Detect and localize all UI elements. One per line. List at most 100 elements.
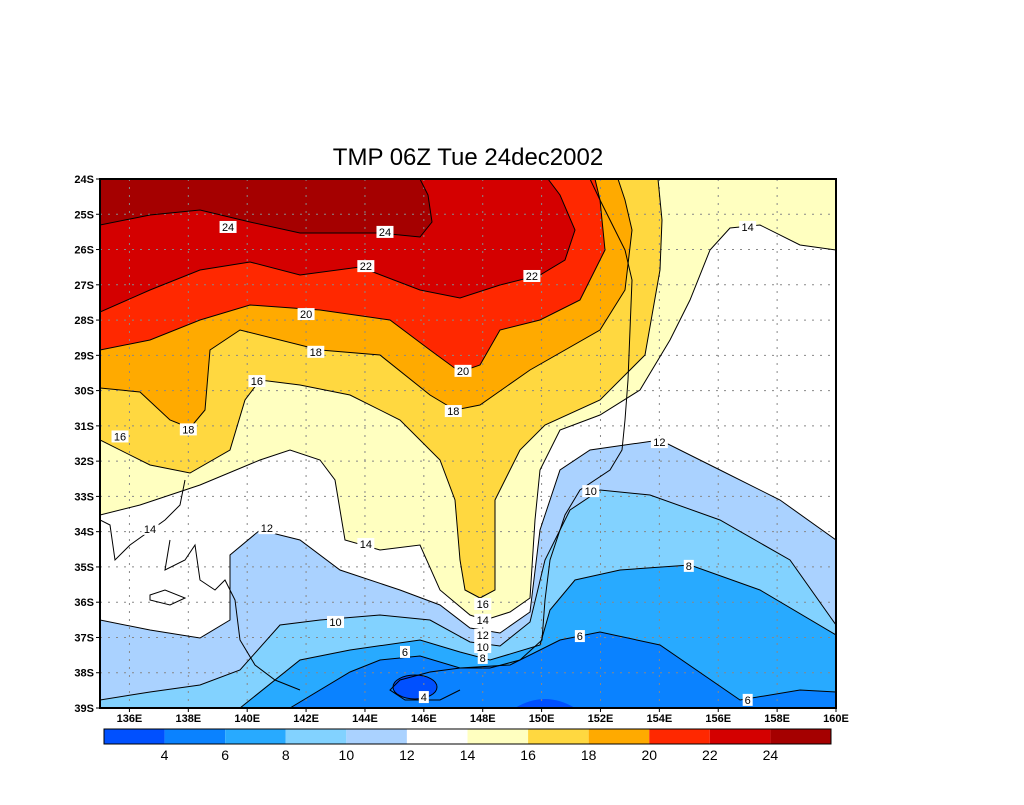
y-axis-ticks: 24S 25S 26S 27S 28S 29S 30S 31S 32S 33S 34S 35S 36S 3… <box>74 174 100 715</box>
contour-label: 22 <box>526 271 538 283</box>
contour-label: 8 <box>480 653 486 665</box>
contour-label-bg <box>258 522 276 535</box>
contour-label-bg <box>327 615 345 628</box>
colorbar-frame <box>103 728 832 745</box>
contour-label-bg <box>376 225 394 238</box>
contour-label: 16 <box>251 376 263 388</box>
x-tick-label: 136E <box>117 713 143 725</box>
x-tick-label: 156E <box>705 713 731 725</box>
contour-line <box>100 439 836 639</box>
contour-label: 4 <box>421 692 427 704</box>
contour-label-bg <box>357 538 375 551</box>
y-tick-label: 25S <box>74 209 94 221</box>
colorbar-swatch <box>406 729 468 744</box>
colorbar-swatch <box>164 729 226 744</box>
plot-frame <box>99 178 837 709</box>
colorbar: 4 6 8 10 12 14 16 18 20 22 24 <box>103 728 832 763</box>
y-tick-label: 34S <box>74 527 94 539</box>
contour-label-bg <box>523 269 541 282</box>
contour-label-bg <box>474 640 492 653</box>
y-tick-label: 30S <box>74 386 94 398</box>
colorbar-label: 6 <box>221 747 229 763</box>
coastline <box>100 179 633 701</box>
contour-line <box>100 179 433 238</box>
x-tick-label: 152E <box>588 713 614 725</box>
y-tick-label: 27S <box>74 280 94 292</box>
contour-label: 6 <box>745 695 751 707</box>
contour-label-bg <box>474 597 492 610</box>
x-tick-label: 148E <box>470 713 496 725</box>
contour-label: 10 <box>585 486 597 498</box>
contour-label-bg <box>418 691 429 704</box>
x-tick-label: 158E <box>764 713 790 725</box>
contour-label-bg <box>297 308 315 321</box>
y-tick-label: 29S <box>74 350 94 362</box>
contour-label-bg <box>650 436 668 449</box>
y-tick-label: 24S <box>74 174 94 186</box>
contour-label-bg <box>574 630 585 643</box>
colorbar-swatch <box>104 729 165 744</box>
colorbar-label: 8 <box>282 747 290 763</box>
colorbar-label: 16 <box>520 747 536 763</box>
y-tick-label: 28S <box>74 315 94 327</box>
colorbar-swatch <box>346 729 407 744</box>
colorbar-swatch <box>709 729 771 744</box>
colorbar-swatch <box>467 729 529 744</box>
x-tick-label: 146E <box>411 713 437 725</box>
contour-line <box>100 179 663 599</box>
x-tick-label: 138E <box>175 713 201 725</box>
colorbar-label: 20 <box>641 747 657 763</box>
colorbar-swatch <box>528 729 589 744</box>
contour-label: 14 <box>742 222 754 234</box>
y-tick-label: 26S <box>74 245 94 257</box>
colorbar-swatch <box>225 729 286 744</box>
colorbar-swatch <box>285 729 347 744</box>
contour-label: 18 <box>182 424 194 436</box>
y-tick-label: 35S <box>74 562 94 574</box>
contour-line <box>100 179 576 313</box>
x-axis-ticks: 136E 138E 140E 142E 144E 146E 148E 150E 152E 154E… <box>117 708 849 725</box>
contour-label-bg <box>742 693 753 706</box>
contour-label: 14 <box>360 539 372 551</box>
x-tick-label: 160E <box>823 713 849 725</box>
x-tick-label: 144E <box>352 713 378 725</box>
contour-line <box>100 224 836 621</box>
contour-label: 18 <box>310 347 322 359</box>
contour-label-bg <box>739 220 757 233</box>
colorbar-label: 24 <box>763 747 779 763</box>
y-tick-label: 38S <box>74 668 94 680</box>
y-tick-label: 36S <box>74 597 94 609</box>
contour-label-bg <box>454 364 472 377</box>
contour-label: 12 <box>261 523 273 535</box>
contour-label: 12 <box>477 630 489 642</box>
contour-label: 12 <box>653 437 665 449</box>
colorbar-swatch <box>649 729 710 744</box>
y-tick-label: 33S <box>74 491 94 503</box>
contour-label: 22 <box>360 261 372 273</box>
colorbar-label: 14 <box>460 747 476 763</box>
contour-label: 8 <box>686 561 692 573</box>
contour-label: 10 <box>329 617 341 629</box>
contour-label-bg <box>399 645 410 658</box>
colorbar-label: 18 <box>581 747 597 763</box>
x-tick-label: 154E <box>647 713 673 725</box>
contour-label: 20 <box>300 309 312 321</box>
contour-label: 16 <box>114 431 126 443</box>
contour-band-11 <box>100 179 432 237</box>
contour-label: 24 <box>222 222 234 234</box>
colorbar-swatch <box>588 729 650 744</box>
contour-label-bg <box>111 430 129 443</box>
contour-label-bg <box>307 345 325 358</box>
contour-label: 6 <box>577 631 583 643</box>
contour-label-bg <box>683 559 694 572</box>
colorbar-label: 22 <box>702 747 718 763</box>
colorbar-swatch <box>770 729 831 744</box>
colorbar-label: 12 <box>399 747 415 763</box>
x-tick-label: 142E <box>293 713 319 725</box>
contour-label: 6 <box>402 647 408 659</box>
band-below-4 <box>515 699 575 708</box>
contour-label-bg <box>474 613 492 626</box>
colorbar-label: 4 <box>161 747 169 763</box>
contour-labels: 24 24222220201818181616161414141412121210… <box>111 220 757 707</box>
